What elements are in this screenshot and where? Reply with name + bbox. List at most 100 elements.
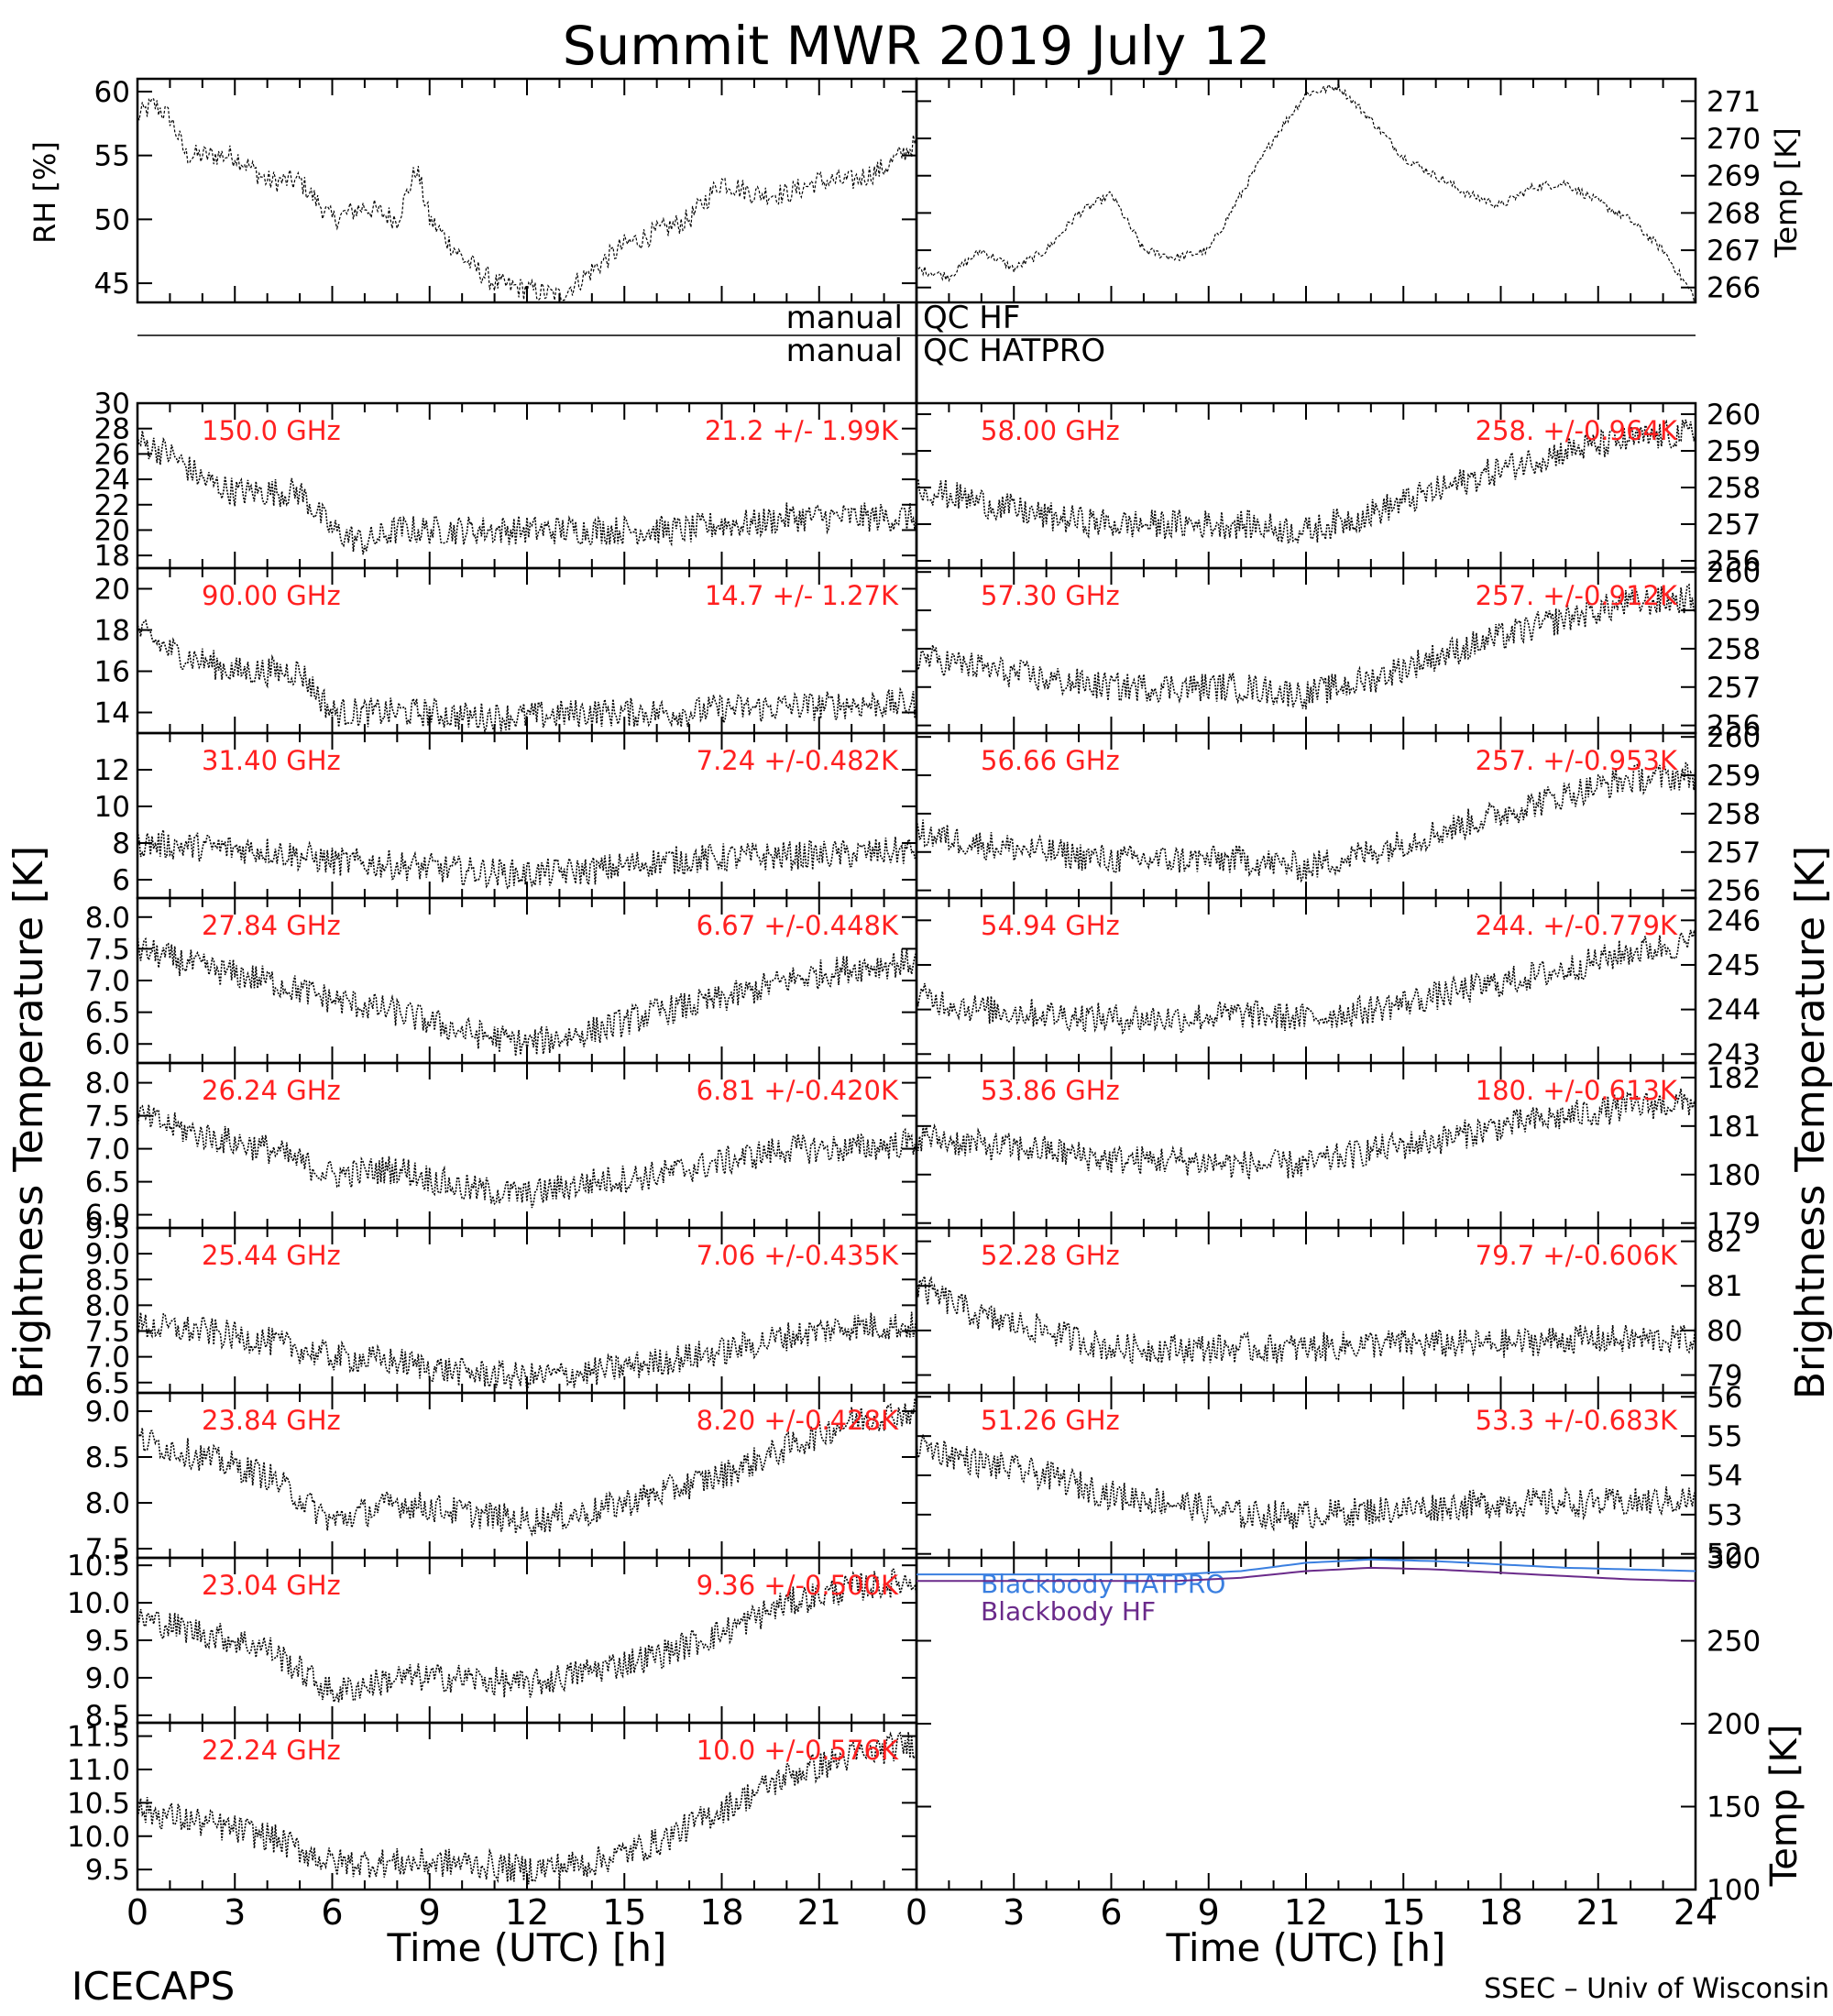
y-tick-label: 18 xyxy=(94,540,130,573)
x-tick-label-left: 6 xyxy=(321,1892,343,1933)
series-trace xyxy=(137,935,917,1057)
y-tick-label: 100 xyxy=(1707,1874,1761,1907)
y-tick-label: 80 xyxy=(1707,1315,1742,1348)
x-tick-label-left: 21 xyxy=(797,1892,841,1933)
series-line-hatpro xyxy=(916,1558,1696,1576)
freq-label: 51.26 GHz xyxy=(981,1405,1120,1436)
y-tick-label: 16 xyxy=(94,656,130,689)
left-ylabel: Brightness Temperature [K] xyxy=(5,846,52,1399)
y-tick-label: 10.0 xyxy=(67,1821,130,1854)
y-tick-label: 9.5 xyxy=(85,1212,130,1245)
y-tick-label: 300 xyxy=(1707,1542,1761,1575)
x-tick-label-right: 0 xyxy=(906,1892,927,1933)
panel-right-4: 179 180 181 182 53.86 GHz 180. +/-0.613K xyxy=(915,1061,1761,1241)
freq-label: 57.30 GHz xyxy=(981,580,1120,611)
y-tick-label: 22 xyxy=(94,489,130,522)
panel-right-2: 256 257 258 259 260 56.66 GHz 257. +/-0.953K xyxy=(915,721,1761,908)
panel-frame xyxy=(915,77,1697,304)
y-tick-label: 181 xyxy=(1707,1111,1761,1144)
y-tick-label: 10 xyxy=(94,791,130,824)
series-trace xyxy=(916,583,1696,710)
y-tick-label: 8.5 xyxy=(85,1700,130,1733)
y-tick-label: 60 xyxy=(94,76,130,109)
stats-label: 180. +/-0.613K xyxy=(1476,1075,1678,1106)
y-tick-label: 270 xyxy=(1707,123,1761,156)
qc-hatpro-label: QC HATPRO xyxy=(923,333,1105,369)
y-tick-label: 267 xyxy=(1707,235,1761,268)
y-tick-label: 14 xyxy=(94,697,130,730)
freq-label: 23.84 GHz xyxy=(202,1405,341,1436)
qc-manual-label-1: manual xyxy=(786,300,903,336)
x-tick-label-right: 21 xyxy=(1576,1892,1620,1933)
y-tick-label: 258 xyxy=(1707,472,1761,505)
y-tick-label: 8.5 xyxy=(85,1441,130,1474)
y-tick-label: 256 xyxy=(1707,875,1761,908)
right-ylabel: Brightness Temperature [K] xyxy=(1787,846,1833,1399)
y-tick-label: 259 xyxy=(1707,435,1761,468)
y-tick-label: 180 xyxy=(1707,1159,1761,1192)
y-tick-label: 256 xyxy=(1707,710,1761,743)
y-tick-label: 6 xyxy=(112,864,130,897)
stats-label: 8.20 +/-0.428K xyxy=(697,1405,899,1436)
panel-left-8: 9.510.010.511.011.5 22.24 GHz 10.0 +/-0.57… xyxy=(67,1721,918,1891)
series-trace xyxy=(137,97,917,301)
series-trace xyxy=(916,419,1696,544)
y-tick-label: 258 xyxy=(1707,633,1761,666)
y-tick-label: 250 xyxy=(1707,1626,1761,1659)
y-tick-label: 55 xyxy=(94,140,130,173)
series-trace xyxy=(916,82,1696,302)
y-tick-label: 50 xyxy=(94,203,130,236)
x-tick-label-left: 3 xyxy=(224,1892,246,1933)
stats-label: 6.67 +/-0.448K xyxy=(697,910,899,941)
legend-hf: Blackbody HF xyxy=(981,1596,1156,1627)
blackbody-ylabel: Temp [K] xyxy=(1763,1725,1806,1888)
series-trace xyxy=(916,1434,1696,1532)
y-tick-label: 11.5 xyxy=(67,1721,130,1754)
rh-ylabel: RH [%] xyxy=(27,141,62,244)
series-trace xyxy=(137,619,917,734)
freq-label: 53.86 GHz xyxy=(981,1075,1120,1106)
x-tick-label-right: 15 xyxy=(1381,1892,1425,1933)
y-tick-label: 55 xyxy=(1707,1420,1742,1453)
y-tick-label: 8.5 xyxy=(85,1264,130,1297)
y-tick-label: 260 xyxy=(1707,556,1761,589)
x-tick-label-right: 12 xyxy=(1284,1892,1328,1933)
x-axis-label-right: Time (UTC) [h] xyxy=(1166,1925,1446,1970)
y-tick-label: 7.5 xyxy=(85,933,130,966)
y-tick-label: 182 xyxy=(1707,1062,1761,1095)
stats-label: 244. +/-0.779K xyxy=(1476,910,1678,941)
y-tick-label: 244 xyxy=(1707,994,1761,1027)
panel-left-4: 6.06.57.07.58.0 26.24 GHz 6.81 +/-0.420K xyxy=(85,1061,918,1233)
x-tick-label-right: 9 xyxy=(1198,1892,1220,1933)
y-tick-label: 256 xyxy=(1707,545,1761,578)
y-tick-label: 257 xyxy=(1707,509,1761,542)
y-tick-label: 10.0 xyxy=(67,1587,130,1620)
chart-title: Summit MWR 2019 July 12 xyxy=(563,15,1271,77)
freq-label: 23.04 GHz xyxy=(202,1570,341,1601)
x-tick-label-left: 0 xyxy=(126,1892,148,1933)
panel-left-rh: 45 50 55 60 xyxy=(94,76,918,304)
series-line-hf xyxy=(916,1566,1696,1583)
y-tick-label: 8.0 xyxy=(85,1487,130,1520)
y-tick-label: 9.5 xyxy=(85,1854,130,1887)
y-tick-label: 8.0 xyxy=(85,1068,130,1101)
y-tick-label: 179 xyxy=(1707,1208,1761,1241)
y-tick-label: 56 xyxy=(1707,1381,1742,1414)
panel-left-3: 6.06.57.07.58.0 27.84 GHz 6.67 +/-0.448K xyxy=(85,896,918,1065)
series-trace xyxy=(137,431,917,555)
stats-label: 7.06 +/-0.435K xyxy=(697,1240,899,1271)
y-tick-label: 260 xyxy=(1707,399,1761,432)
temp-ylabel: Temp [K] xyxy=(1769,127,1804,257)
x-tick-label-left: 18 xyxy=(699,1892,743,1933)
y-tick-label: 79 xyxy=(1707,1360,1742,1393)
y-tick-label: 52 xyxy=(1707,1539,1742,1572)
panel-left-7: 8.5 9.0 9.5 10.0 10.5 23.04 GHz 9.36 +/-0.500K xyxy=(67,1550,918,1733)
panel-right-3: 243 244 245 246 54.94 GHz 244. +/-0.779K xyxy=(915,896,1761,1071)
x-tick-label-left: 9 xyxy=(419,1892,441,1933)
y-tick-label: 81 xyxy=(1707,1270,1742,1303)
series-trace xyxy=(916,761,1696,883)
y-tick-label: 9.0 xyxy=(85,1662,130,1695)
x-axis-label-left: Time (UTC) [h] xyxy=(387,1925,667,1970)
